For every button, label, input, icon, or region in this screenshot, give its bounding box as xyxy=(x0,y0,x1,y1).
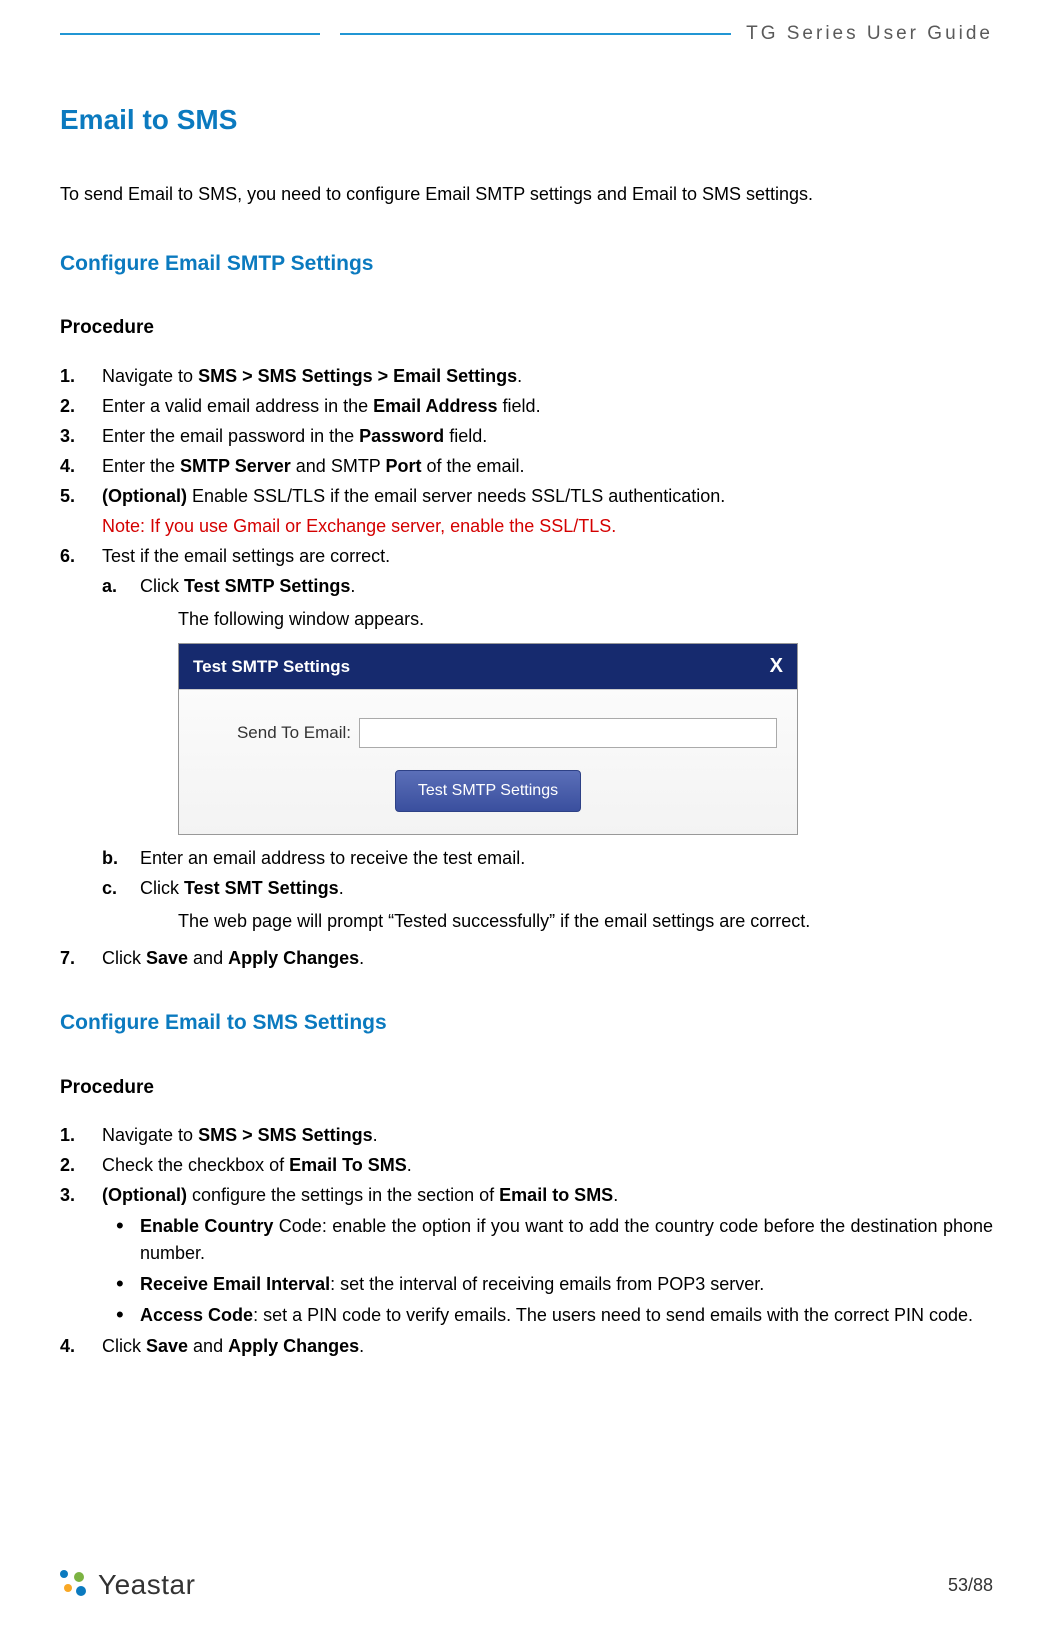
step-bold: Apply Changes xyxy=(228,948,359,968)
procedure-label: Procedure xyxy=(60,1074,993,1103)
bullet-bold: Receive Email Interval xyxy=(140,1274,330,1294)
substep-c: Click Test SMT Settings. The web page wi… xyxy=(102,875,993,935)
header-rule: TG Series User Guide xyxy=(60,0,993,49)
dialog-body: Send To Email: Test SMTP Settings xyxy=(179,689,797,834)
bullet-bold: Access Code xyxy=(140,1305,253,1325)
step-text: Navigate to xyxy=(102,1125,198,1145)
send-to-email-label: Send To Email: xyxy=(199,720,359,746)
dialog-title: Test SMTP Settings xyxy=(193,654,350,680)
step-text: Enter a valid email address in the xyxy=(102,396,373,416)
step-text: field. xyxy=(498,396,541,416)
step-bold: Apply Changes xyxy=(228,1336,359,1356)
bullet-item: Receive Email Interval: set the interval… xyxy=(102,1271,993,1298)
step-bold: Save xyxy=(146,948,188,968)
send-to-email-input[interactable] xyxy=(359,718,777,748)
guide-title: TG Series User Guide xyxy=(731,20,993,49)
step-5: (Optional) Enable SSL/TLS if the email s… xyxy=(60,483,993,540)
procedure-list-1: Navigate to SMS > SMS Settings > Email S… xyxy=(60,363,993,973)
rule-segment-left xyxy=(60,33,320,35)
step-text: Click xyxy=(102,1336,146,1356)
dialog-row: Send To Email: xyxy=(199,718,777,748)
step-bold: Save xyxy=(146,1336,188,1356)
substep-list: Click Test SMTP Settings. The following … xyxy=(102,573,993,936)
dialog-titlebar: Test SMTP Settings X xyxy=(179,644,797,690)
step-bold: Email Address xyxy=(373,396,497,416)
step-text: . xyxy=(339,878,344,898)
step-text: Enter an email address to receive the te… xyxy=(140,848,525,868)
step-bold: SMTP Server xyxy=(180,456,291,476)
close-icon[interactable]: X xyxy=(770,656,783,676)
section-heading-email2sms: Configure Email to SMS Settings xyxy=(60,1007,993,1039)
substep-text: The following window appears. xyxy=(140,606,993,633)
step-3: Enter the email password in the Password… xyxy=(60,423,993,450)
step-text: Click xyxy=(140,576,184,596)
step-2: Enter a valid email address in the Email… xyxy=(60,393,993,420)
step-4: Enter the SMTP Server and SMTP Port of t… xyxy=(60,453,993,480)
step-text: and xyxy=(188,1336,228,1356)
brand-name: Yeastar xyxy=(98,1564,195,1606)
step-bold: Port xyxy=(386,456,422,476)
step-3: (Optional) configure the settings in the… xyxy=(60,1182,993,1329)
page-number: 53/88 xyxy=(948,1572,993,1599)
substep-text: The web page will prompt “Tested success… xyxy=(140,908,993,935)
procedure-list-2: Navigate to SMS > SMS Settings. Check th… xyxy=(60,1122,993,1360)
step-text: field. xyxy=(444,426,487,446)
test-smtp-button[interactable]: Test SMTP Settings xyxy=(395,770,581,812)
step-4: Click Save and Apply Changes. xyxy=(60,1333,993,1360)
step-text: Enable SSL/TLS if the email server needs… xyxy=(187,486,725,506)
step-bold: Email to SMS xyxy=(499,1185,613,1205)
step-bold: Test SMTP Settings xyxy=(184,576,350,596)
bullet-item: Enable Country Code: enable the option i… xyxy=(102,1213,993,1267)
step-text: Enter the email password in the xyxy=(102,426,359,446)
step-text: and SMTP xyxy=(291,456,386,476)
procedure-label: Procedure xyxy=(60,314,993,343)
step-text: . xyxy=(407,1155,412,1175)
bullet-text: : set the interval of receiving emails f… xyxy=(330,1274,764,1294)
step-text: and xyxy=(188,948,228,968)
step-text: . xyxy=(373,1125,378,1145)
bullet-list: Enable Country Code: enable the option i… xyxy=(102,1213,993,1329)
step-bold: (Optional) xyxy=(102,1185,187,1205)
note-text: Note: If you use Gmail or Exchange serve… xyxy=(102,513,993,540)
step-text: Click xyxy=(140,878,184,898)
substep-b: Enter an email address to receive the te… xyxy=(102,845,993,872)
step-text: Test if the email settings are correct. xyxy=(102,546,390,566)
step-text: of the email. xyxy=(422,456,525,476)
section-heading-smtp: Configure Email SMTP Settings xyxy=(60,248,993,280)
step-text: Enter the xyxy=(102,456,180,476)
bullet-item: Access Code: set a PIN code to verify em… xyxy=(102,1302,993,1329)
step-bold: (Optional) xyxy=(102,486,187,506)
step-text: . xyxy=(350,576,355,596)
step-bold: Test SMT Settings xyxy=(184,878,339,898)
step-text: . xyxy=(517,366,522,386)
step-bold: SMS > SMS Settings > Email Settings xyxy=(198,366,517,386)
substep-a: Click Test SMTP Settings. The following … xyxy=(102,573,993,836)
step-text: . xyxy=(359,1336,364,1356)
step-bold: SMS > SMS Settings xyxy=(198,1125,373,1145)
page-footer: Yeastar 53/88 xyxy=(60,1564,993,1606)
intro-text: To send Email to SMS, you need to config… xyxy=(60,181,993,208)
bullet-text: : set a PIN code to verify emails. The u… xyxy=(253,1305,973,1325)
test-smtp-dialog: Test SMTP Settings X Send To Email: Test… xyxy=(178,643,798,836)
step-6: Test if the email settings are correct. … xyxy=(60,543,993,936)
step-text: . xyxy=(613,1185,618,1205)
step-bold: Email To SMS xyxy=(289,1155,407,1175)
step-text: Check the checkbox of xyxy=(102,1155,289,1175)
step-text: configure the settings in the section of xyxy=(187,1185,499,1205)
step-text: Navigate to xyxy=(102,366,198,386)
step-bold: Password xyxy=(359,426,444,446)
page-title: Email to SMS xyxy=(60,99,993,141)
step-7: Click Save and Apply Changes. xyxy=(60,945,993,972)
step-1: Navigate to SMS > SMS Settings. xyxy=(60,1122,993,1149)
step-2: Check the checkbox of Email To SMS. xyxy=(60,1152,993,1179)
dialog-button-row: Test SMTP Settings xyxy=(199,770,777,812)
bullet-bold: Enable Country xyxy=(140,1216,273,1236)
logo-icon xyxy=(60,1570,90,1600)
step-text: . xyxy=(359,948,364,968)
step-text: Click xyxy=(102,948,146,968)
step-1: Navigate to SMS > SMS Settings > Email S… xyxy=(60,363,993,390)
brand-logo: Yeastar xyxy=(60,1564,195,1606)
rule-segment-right xyxy=(340,33,731,35)
